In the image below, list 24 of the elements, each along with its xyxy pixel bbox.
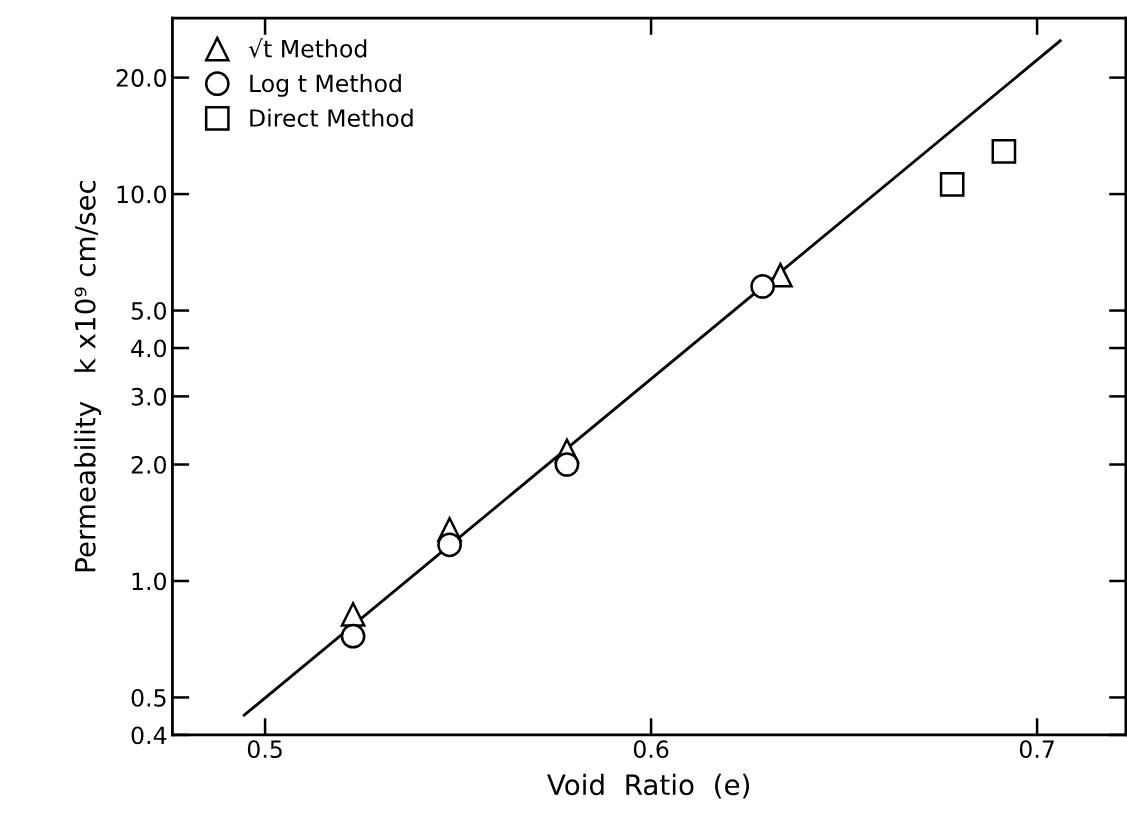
point: [991, 138, 1017, 164]
point: [340, 623, 366, 649]
legend-label: Direct Method: [250, 108, 413, 127]
x-tick-label: 0.7: [1019, 740, 1054, 759]
y-tick-label: 10.0: [117, 185, 166, 204]
x-axis-title: Void Ratio (e): [547, 773, 750, 799]
point: [750, 274, 775, 299]
point: [554, 452, 580, 477]
y-tick-label: 5.0: [131, 302, 166, 320]
y-tick-label: 3.0: [131, 387, 166, 406]
y-tick-label: 20.0: [116, 69, 166, 87]
y-tick-label: 0.5: [131, 688, 166, 707]
x-tick-label: 0.6: [633, 740, 669, 759]
y-tick-label: 4.0: [131, 339, 166, 358]
point: [340, 601, 366, 627]
x-tick-label: 0.5: [247, 740, 282, 759]
y-tick-label: 2.0: [131, 455, 166, 474]
point: [939, 171, 965, 197]
y-tick-label: 0.4: [131, 726, 167, 745]
y-tick-label: 1.0: [132, 572, 166, 591]
point: [437, 532, 462, 558]
legend-label: √t Method: [248, 38, 367, 58]
y-axis-title: Permeability k x10⁹ cm/sec: [74, 180, 102, 572]
legend-label: Log t Method: [250, 74, 401, 97]
